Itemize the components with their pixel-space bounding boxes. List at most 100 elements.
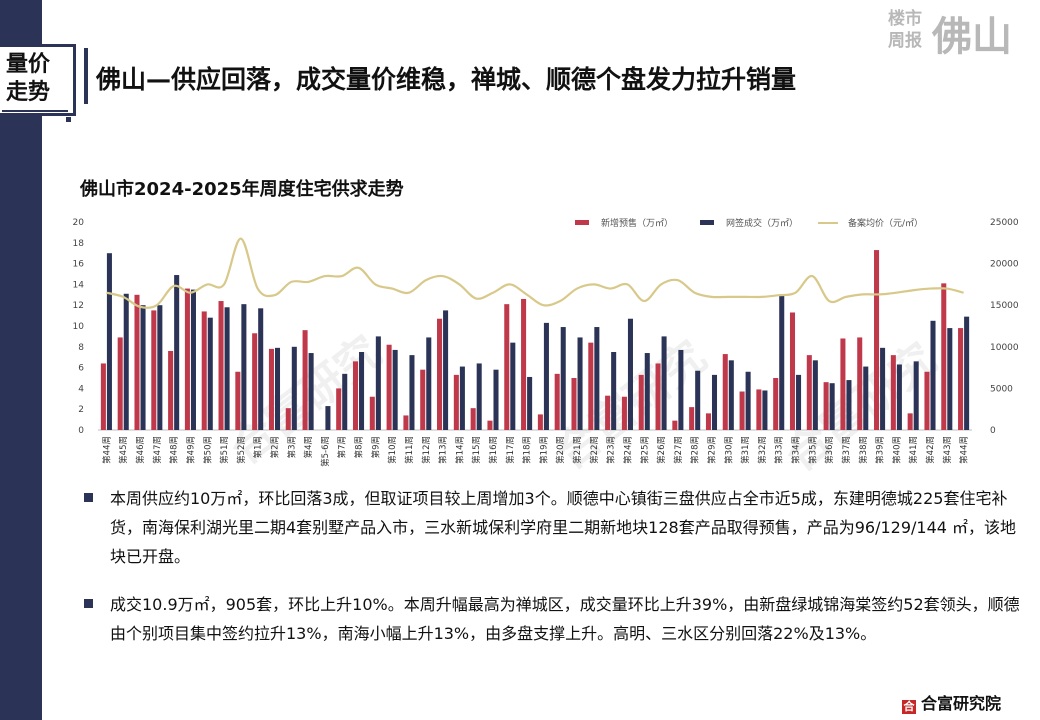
transaction-bar (695, 370, 701, 430)
x-tick-label: 第46周 (135, 436, 146, 464)
brand-small-text: 楼市 周报 (888, 9, 922, 51)
left-accent-bar (0, 0, 42, 720)
transaction-bar (392, 349, 398, 430)
legend-label: 新增预售（万㎡） (601, 217, 673, 229)
x-tick-label: 第4周 (303, 436, 314, 458)
transaction-bar (510, 342, 516, 430)
transaction-bar (476, 363, 482, 430)
x-tick-label: 第49周 (185, 436, 196, 464)
transaction-bar (274, 347, 281, 430)
transaction-bar (812, 360, 818, 430)
x-tick-label: 第42周 (925, 436, 936, 464)
supply-bar (235, 371, 241, 430)
y-left-tick-label: 18 (73, 239, 85, 249)
x-tick-label: 第37周 (841, 436, 852, 464)
supply-bar (941, 283, 947, 430)
supply-bar (655, 363, 661, 430)
bullet-square (84, 599, 93, 608)
x-tick-label: 第2周 (269, 436, 280, 458)
transaction-bar (342, 373, 348, 430)
x-tick-label: 第43周 (942, 436, 953, 464)
brand-big-text: 佛山 (932, 14, 1012, 60)
transaction-bar (745, 371, 751, 430)
x-tick-label: 第13周 (438, 436, 449, 464)
transaction-bar (443, 310, 449, 430)
x-tick-label: 第7周 (337, 436, 348, 458)
logo-icon: 合 (902, 700, 916, 714)
transaction-bar (880, 347, 886, 430)
transaction-bar (577, 337, 583, 430)
headline-bar (84, 48, 88, 104)
supply-bar (554, 373, 560, 430)
supply-bar (453, 374, 459, 430)
transaction-bar (913, 361, 919, 430)
transaction-bar (174, 275, 180, 430)
x-tick-label: 第31周 (740, 436, 751, 464)
x-tick-label: 第9周 (370, 436, 381, 458)
transaction-bar (123, 293, 129, 430)
transaction-bar (560, 327, 566, 430)
transaction-bar (241, 304, 247, 430)
transaction-bar (459, 366, 465, 430)
y-left-tick-label: 20 (73, 218, 85, 228)
footer-logo-text: 合富研究院 (921, 694, 1002, 713)
supply-bar (890, 355, 896, 430)
supply-bar (806, 355, 812, 430)
x-tick-label: 第50周 (202, 436, 213, 464)
supply-bar (605, 395, 611, 430)
bullet-square (84, 493, 93, 502)
x-tick-label: 第52周 (236, 436, 247, 464)
supply-bar (184, 288, 190, 430)
y-right-tick-label: 0 (990, 426, 996, 436)
legend-label: 备案均价（元/㎡） (848, 217, 923, 229)
transaction-bar (964, 316, 970, 430)
supply-bar (773, 378, 779, 430)
price-line (106, 237, 964, 309)
transaction-bar (896, 364, 902, 430)
supply-bar (352, 361, 359, 430)
transaction-bar (930, 320, 936, 430)
supply-bar (100, 363, 106, 430)
supply-bar (958, 328, 964, 430)
y-left-tick-label: 4 (78, 384, 84, 394)
x-tick-label: 第36周 (824, 436, 835, 464)
supply-bar (386, 344, 392, 430)
transaction-bar (224, 307, 230, 430)
page-headline: 佛山—供应回落，成交量价维稳，禅城、顺德个盘发力拉升销量 (96, 65, 797, 94)
supply-bar (285, 408, 291, 430)
supply-bar (487, 420, 493, 430)
x-tick-label: 第51周 (219, 436, 230, 464)
chart-title: 佛山市2024-2025年周度住宅供求走势 (80, 179, 404, 200)
x-tick-label: 第11周 (404, 436, 415, 464)
supply-bar (302, 330, 308, 430)
x-tick-label: 第44周 (101, 436, 112, 464)
x-tick-label: 第17周 (505, 436, 516, 464)
supply-bar (218, 301, 224, 430)
transaction-bar (711, 374, 718, 430)
supply-bar (571, 378, 577, 430)
x-tick-label: 第18周 (522, 436, 533, 464)
section-corner-square (66, 117, 71, 122)
transaction-bar (190, 289, 196, 430)
x-tick-label: 第47周 (152, 436, 163, 464)
transaction-bar (829, 383, 835, 430)
supply-bar (470, 408, 476, 430)
bullet-item: 成交10.9万㎡，905套，环比上升10%。本周升幅最高为禅城区，成交量环比上升… (84, 590, 1024, 648)
supply-bar (201, 311, 207, 430)
x-tick-label: 第1周 (253, 436, 264, 458)
x-tick-label: 第22周 (589, 436, 600, 464)
transaction-bar (106, 253, 112, 430)
transaction-bar (947, 328, 953, 430)
x-tick-label: 第28周 (690, 436, 701, 464)
transaction-bar (140, 305, 146, 430)
bullet-item: 本周供应约10万㎡，环比回落3成，但取证项目较上周增加3个。顺德中心镇街三盘供应… (84, 484, 1024, 571)
transaction-bar (375, 336, 381, 430)
transaction-bar (678, 349, 684, 430)
supply-bar (420, 369, 426, 430)
y-left-tick-label: 6 (78, 364, 84, 374)
transaction-bar (291, 346, 297, 430)
x-tick-label: 第25周 (639, 436, 650, 464)
supply-bar (168, 350, 174, 430)
supply-bar (689, 407, 695, 430)
x-tick-label: 第3周 (286, 436, 297, 458)
